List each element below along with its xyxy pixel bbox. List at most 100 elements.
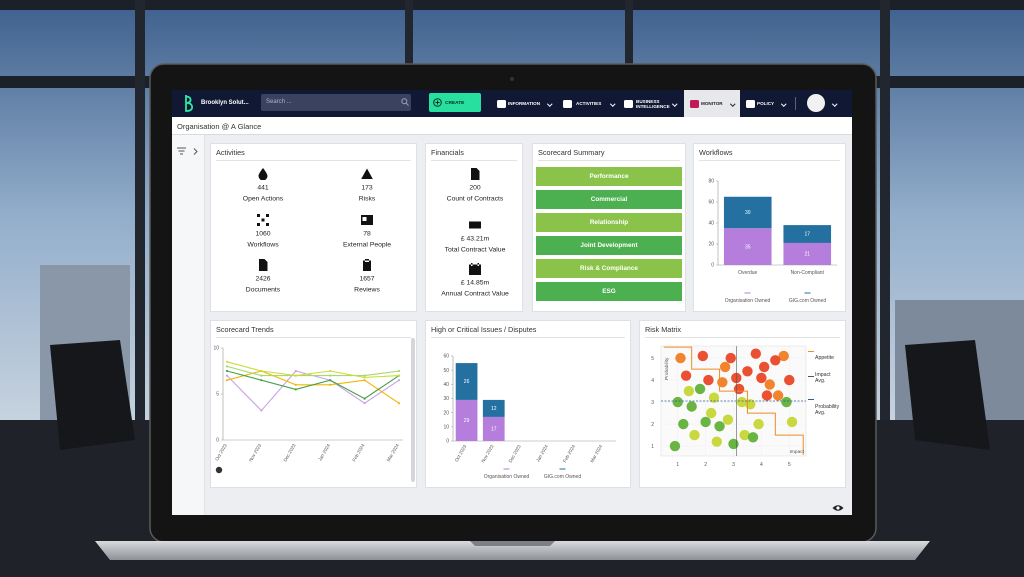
trend-point: [363, 376, 366, 379]
bar-value-label: 35: [745, 244, 751, 250]
search-box[interactable]: Search ...: [261, 94, 411, 111]
x-axis-title: Impact: [790, 449, 805, 455]
avatar[interactable]: [807, 94, 825, 112]
bar-value-label: 21: [804, 252, 810, 258]
legend-label: Organisation Owned: [725, 298, 771, 304]
risk-point: [672, 396, 683, 408]
x-tick-label: Oct 2023: [454, 444, 468, 463]
legend-label: GIG.com Owned: [789, 298, 826, 304]
laptop-base: [95, 541, 930, 560]
nav-item[interactable]: INFORMATION: [508, 101, 541, 106]
card-title: Financials: [431, 148, 517, 161]
create-circle: [433, 98, 442, 107]
bar-value-label: 26: [464, 379, 470, 385]
eye-pupil: [836, 506, 840, 510]
stat-value: 1657: [359, 275, 375, 283]
scorecard-button[interactable]: ESG: [536, 282, 682, 301]
y-tick-label: 30: [443, 396, 449, 402]
y-tick-label: 1: [651, 444, 654, 450]
x-tick-label: Dec 2023: [508, 444, 522, 464]
nav-item[interactable]: MONITOR: [701, 101, 723, 106]
stat-value: £ 14.85m: [460, 279, 490, 287]
risk-point: [708, 392, 720, 403]
bar-segment: [723, 196, 772, 229]
chart: 0 10 20 30 40 50 60 Oct 2023 29 26 Nov 2023 17 12 Dec…: [443, 354, 616, 480]
top-nav: Brooklyn Solut... Search ... CREATE INFO…: [172, 90, 852, 117]
legend-swatch: [808, 399, 814, 400]
chart: 0 20 40 60 80 Overdue 35 30 Non-Compliant 21 17 Org…: [708, 179, 837, 304]
risk-point: [678, 418, 689, 430]
legend-label: Appetite: [815, 355, 835, 361]
scorecard-button[interactable]: Commercial: [536, 190, 682, 209]
bar-value-label: 12: [491, 406, 497, 412]
window-frame: [135, 0, 145, 430]
trend-point: [260, 374, 263, 377]
chart: 0 5 10 Oct 2023 Nov 2023 Dec 2023 Jan 2024 Feb …: [213, 338, 415, 482]
risk-point: [756, 372, 767, 384]
y-tick-label: 10: [213, 346, 219, 352]
stat-value: 2426: [255, 275, 271, 283]
icon: [259, 259, 268, 271]
icon-shape: [363, 259, 371, 271]
stat-label: Open Actions: [242, 195, 284, 203]
risk-point: [736, 396, 748, 408]
bar-value-label: 17: [491, 427, 497, 433]
x-tick-label: Jan 2024: [535, 444, 549, 463]
appetite-line: [663, 346, 804, 455]
risk-point: [764, 379, 775, 390]
scorecard-button[interactable]: Relationship: [536, 213, 682, 232]
x-tick-label: 4: [760, 462, 763, 468]
y-tick-label: 5: [651, 356, 654, 362]
y-tick-label: 60: [708, 200, 714, 206]
risk-point: [733, 383, 745, 395]
risk-matrix-card: 1 2 3 4 5 1 2 3 4 5 Probability Impact Risk Matrix Ap…: [639, 320, 846, 488]
card-title: Scorecard Trends: [216, 325, 411, 338]
y-tick-label: 0: [216, 438, 219, 444]
filter-icon: [177, 147, 186, 155]
icon-shape: [471, 168, 480, 180]
risk-point: [725, 352, 736, 364]
scorecard-button[interactable]: Risk & Compliance: [536, 259, 682, 278]
scorecard-trends-card: 0 5 10 Oct 2023 Nov 2023 Dec 2023 Jan 2024 Feb …: [210, 320, 417, 488]
avatar-chevron[interactable]: [832, 100, 838, 106]
visibility-toggle[interactable]: [832, 504, 844, 512]
scorecard-button[interactable]: Performance: [536, 167, 682, 186]
risk-point: [758, 361, 770, 373]
filter-toggle[interactable]: [177, 147, 201, 157]
nav-icon: [624, 99, 633, 108]
y-tick-label: 40: [443, 382, 449, 388]
laptop-notch: [470, 541, 555, 546]
x-tick-label: Feb 2024: [351, 443, 365, 463]
bar-segment: [455, 363, 478, 400]
create-plus: [435, 100, 440, 105]
create-button[interactable]: CREATE: [429, 93, 481, 112]
x-tick-label: Mar 2024: [589, 444, 603, 464]
trend-point: [363, 379, 366, 382]
risk-point: [770, 355, 781, 366]
risk-point: [742, 366, 753, 377]
card-title: Risk Matrix: [645, 325, 840, 338]
x-tick-label: Nov 2023: [480, 444, 494, 464]
nav-chevron: [672, 100, 678, 106]
nav-item[interactable]: POLICY: [757, 101, 775, 106]
x-tick-label: Nov 2023: [248, 443, 262, 463]
nav-item[interactable]: ACTIVITIES: [576, 101, 602, 106]
y-tick-label: 0: [446, 439, 449, 445]
risk-point: [728, 438, 739, 450]
logo-mark: [185, 95, 194, 112]
trend-point: [225, 374, 229, 377]
trend-point: [225, 365, 229, 368]
trend-point: [260, 409, 263, 412]
scorecard-button[interactable]: Joint Development: [536, 236, 682, 255]
trend-point: [260, 379, 263, 382]
bar-segment: [783, 242, 832, 265]
x-tick-label: 5: [788, 462, 791, 468]
card-title: Scorecard Summary: [538, 148, 680, 161]
stat-label: External People: [343, 241, 391, 249]
card-title: High or Critical Issues / Disputes: [431, 325, 625, 338]
trend-point: [363, 374, 366, 377]
camera: [510, 77, 514, 81]
y-tick-label: 20: [443, 410, 449, 416]
nav-item[interactable]: BUSINESS INTELLIGENCE: [636, 98, 670, 109]
